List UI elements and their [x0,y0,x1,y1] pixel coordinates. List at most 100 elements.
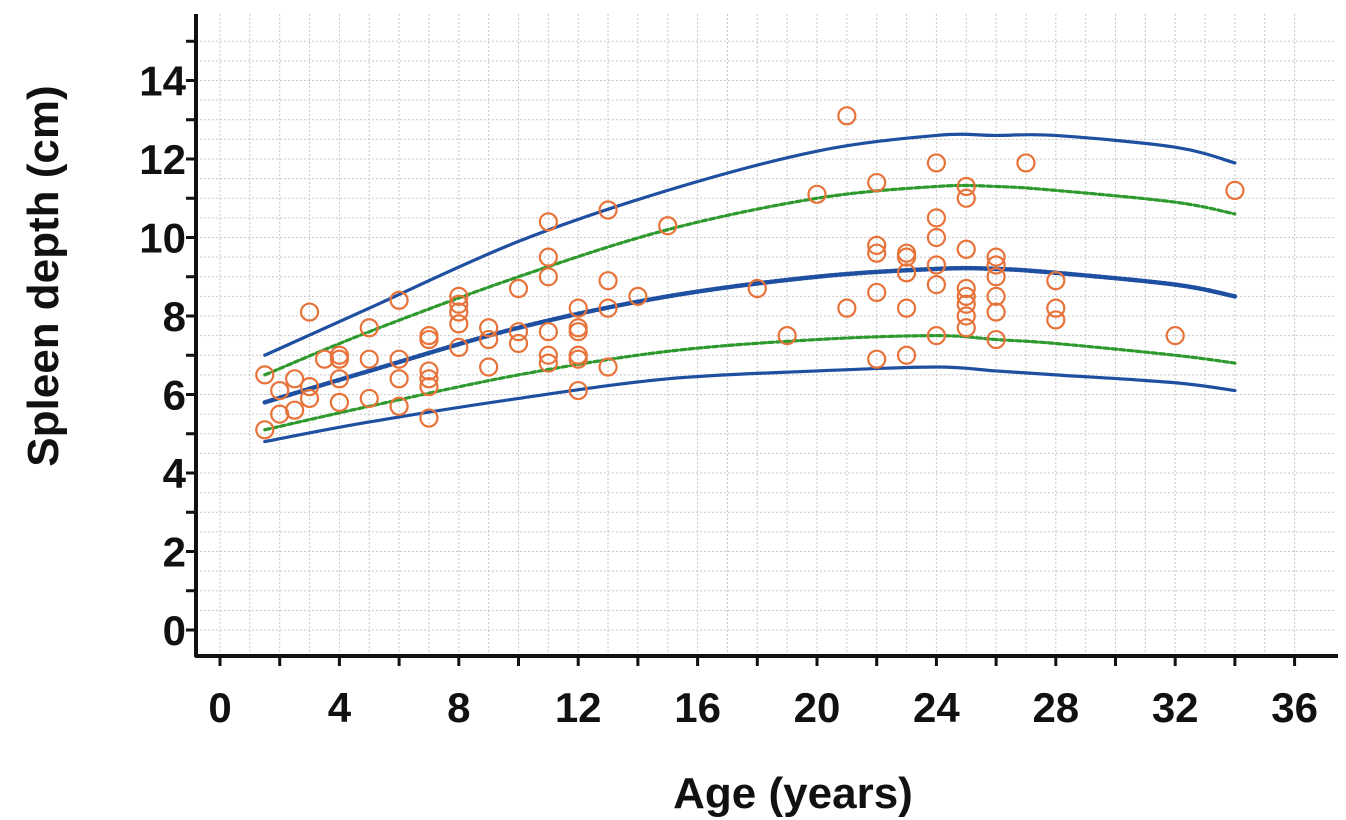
data-point [419,361,439,381]
data-point [926,153,947,173]
data-point [419,369,439,389]
data-point [598,298,618,318]
x-tick-label: 12 [555,684,602,731]
data-point [1016,153,1036,173]
data-point [449,294,469,314]
curve-dotted-blue [262,265,1238,405]
data-point [628,286,648,306]
y-tick-labels: 0 2 4 6 8 10 12 14 [139,58,186,655]
data-point [598,200,618,220]
data-point [389,369,409,389]
data-point [449,314,469,334]
y-tick-label: 4 [163,450,187,497]
data-point [867,235,887,255]
y-tick-label: 2 [163,529,186,576]
data-point [747,278,767,299]
data-point [299,388,320,409]
data-point [658,216,678,236]
data-point [807,184,827,204]
data-point [449,337,469,357]
data-point [956,306,976,326]
data-point [419,377,439,397]
y-tick-label: 10 [139,215,186,262]
data-point [896,345,917,365]
data-point [986,302,1006,322]
data-point [568,349,588,369]
data-point [1046,271,1066,291]
x-tick-label: 4 [328,684,352,731]
data-point [867,172,887,193]
y-axis-title: Spleen depth (cm) [19,85,68,466]
data-point [538,212,558,232]
y-tick-label: 12 [139,136,186,183]
data-point [479,329,499,350]
data-point [449,286,469,306]
data-point [1225,180,1245,200]
data-point [926,227,947,248]
data-point [1046,310,1066,330]
data-point [867,282,887,303]
data-point [986,247,1006,267]
x-tick-label: 0 [208,684,231,731]
data-point [538,353,558,373]
data-point [926,326,947,346]
data-point [956,239,976,259]
data-point [568,322,588,342]
y-tick-label: 8 [163,293,186,340]
data-point [926,255,947,275]
data-point [986,329,1006,350]
data-point [837,298,857,318]
data-point [956,188,976,208]
data-point [329,369,349,389]
data-point [389,396,409,416]
data-point [986,286,1006,306]
data-point [956,278,976,299]
data-point [956,176,976,197]
axes [186,14,1338,666]
data-point [956,318,976,338]
data-point [299,302,320,322]
data-point [568,298,588,318]
data-point [419,329,439,350]
data-point [389,349,409,369]
data-point [598,357,618,377]
data-point [926,275,947,295]
curve-solid-blue [263,365,1237,444]
data-point [508,333,529,354]
x-tick-label: 20 [794,684,841,731]
x-tick-label: 24 [913,684,960,731]
data-point [329,392,349,412]
data-point [1046,298,1066,318]
data-point [538,267,558,287]
data-point [255,420,275,440]
x-tick-label: 16 [674,684,721,731]
data-point [389,290,409,310]
x-tick-label: 32 [1152,684,1199,731]
data-point [867,349,887,369]
data-point [329,349,349,369]
data-point [956,286,976,306]
data-point [419,408,439,428]
x-tick-label: 28 [1032,684,1079,731]
data-point [285,400,305,420]
data-point [956,294,976,314]
data-point [359,318,379,338]
data-point [986,255,1006,275]
data-point [359,349,379,369]
y-tick-label: 6 [163,372,186,419]
data-point [837,106,857,126]
curve-solid-blue [263,132,1237,357]
data-point [896,247,917,267]
data-point [449,302,469,322]
data-point [896,263,917,283]
data-points [255,106,1245,440]
data-point [1165,326,1185,346]
data-point [896,298,917,318]
x-tick-labels: 0 4 8 12 16 20 24 28 32 36 [208,684,1318,731]
data-point [270,380,290,401]
y-tick-label: 14 [139,58,186,105]
x-tick-label: 36 [1271,684,1318,731]
x-tick-label: 8 [447,684,470,731]
data-point [598,271,618,291]
data-point [359,388,379,409]
